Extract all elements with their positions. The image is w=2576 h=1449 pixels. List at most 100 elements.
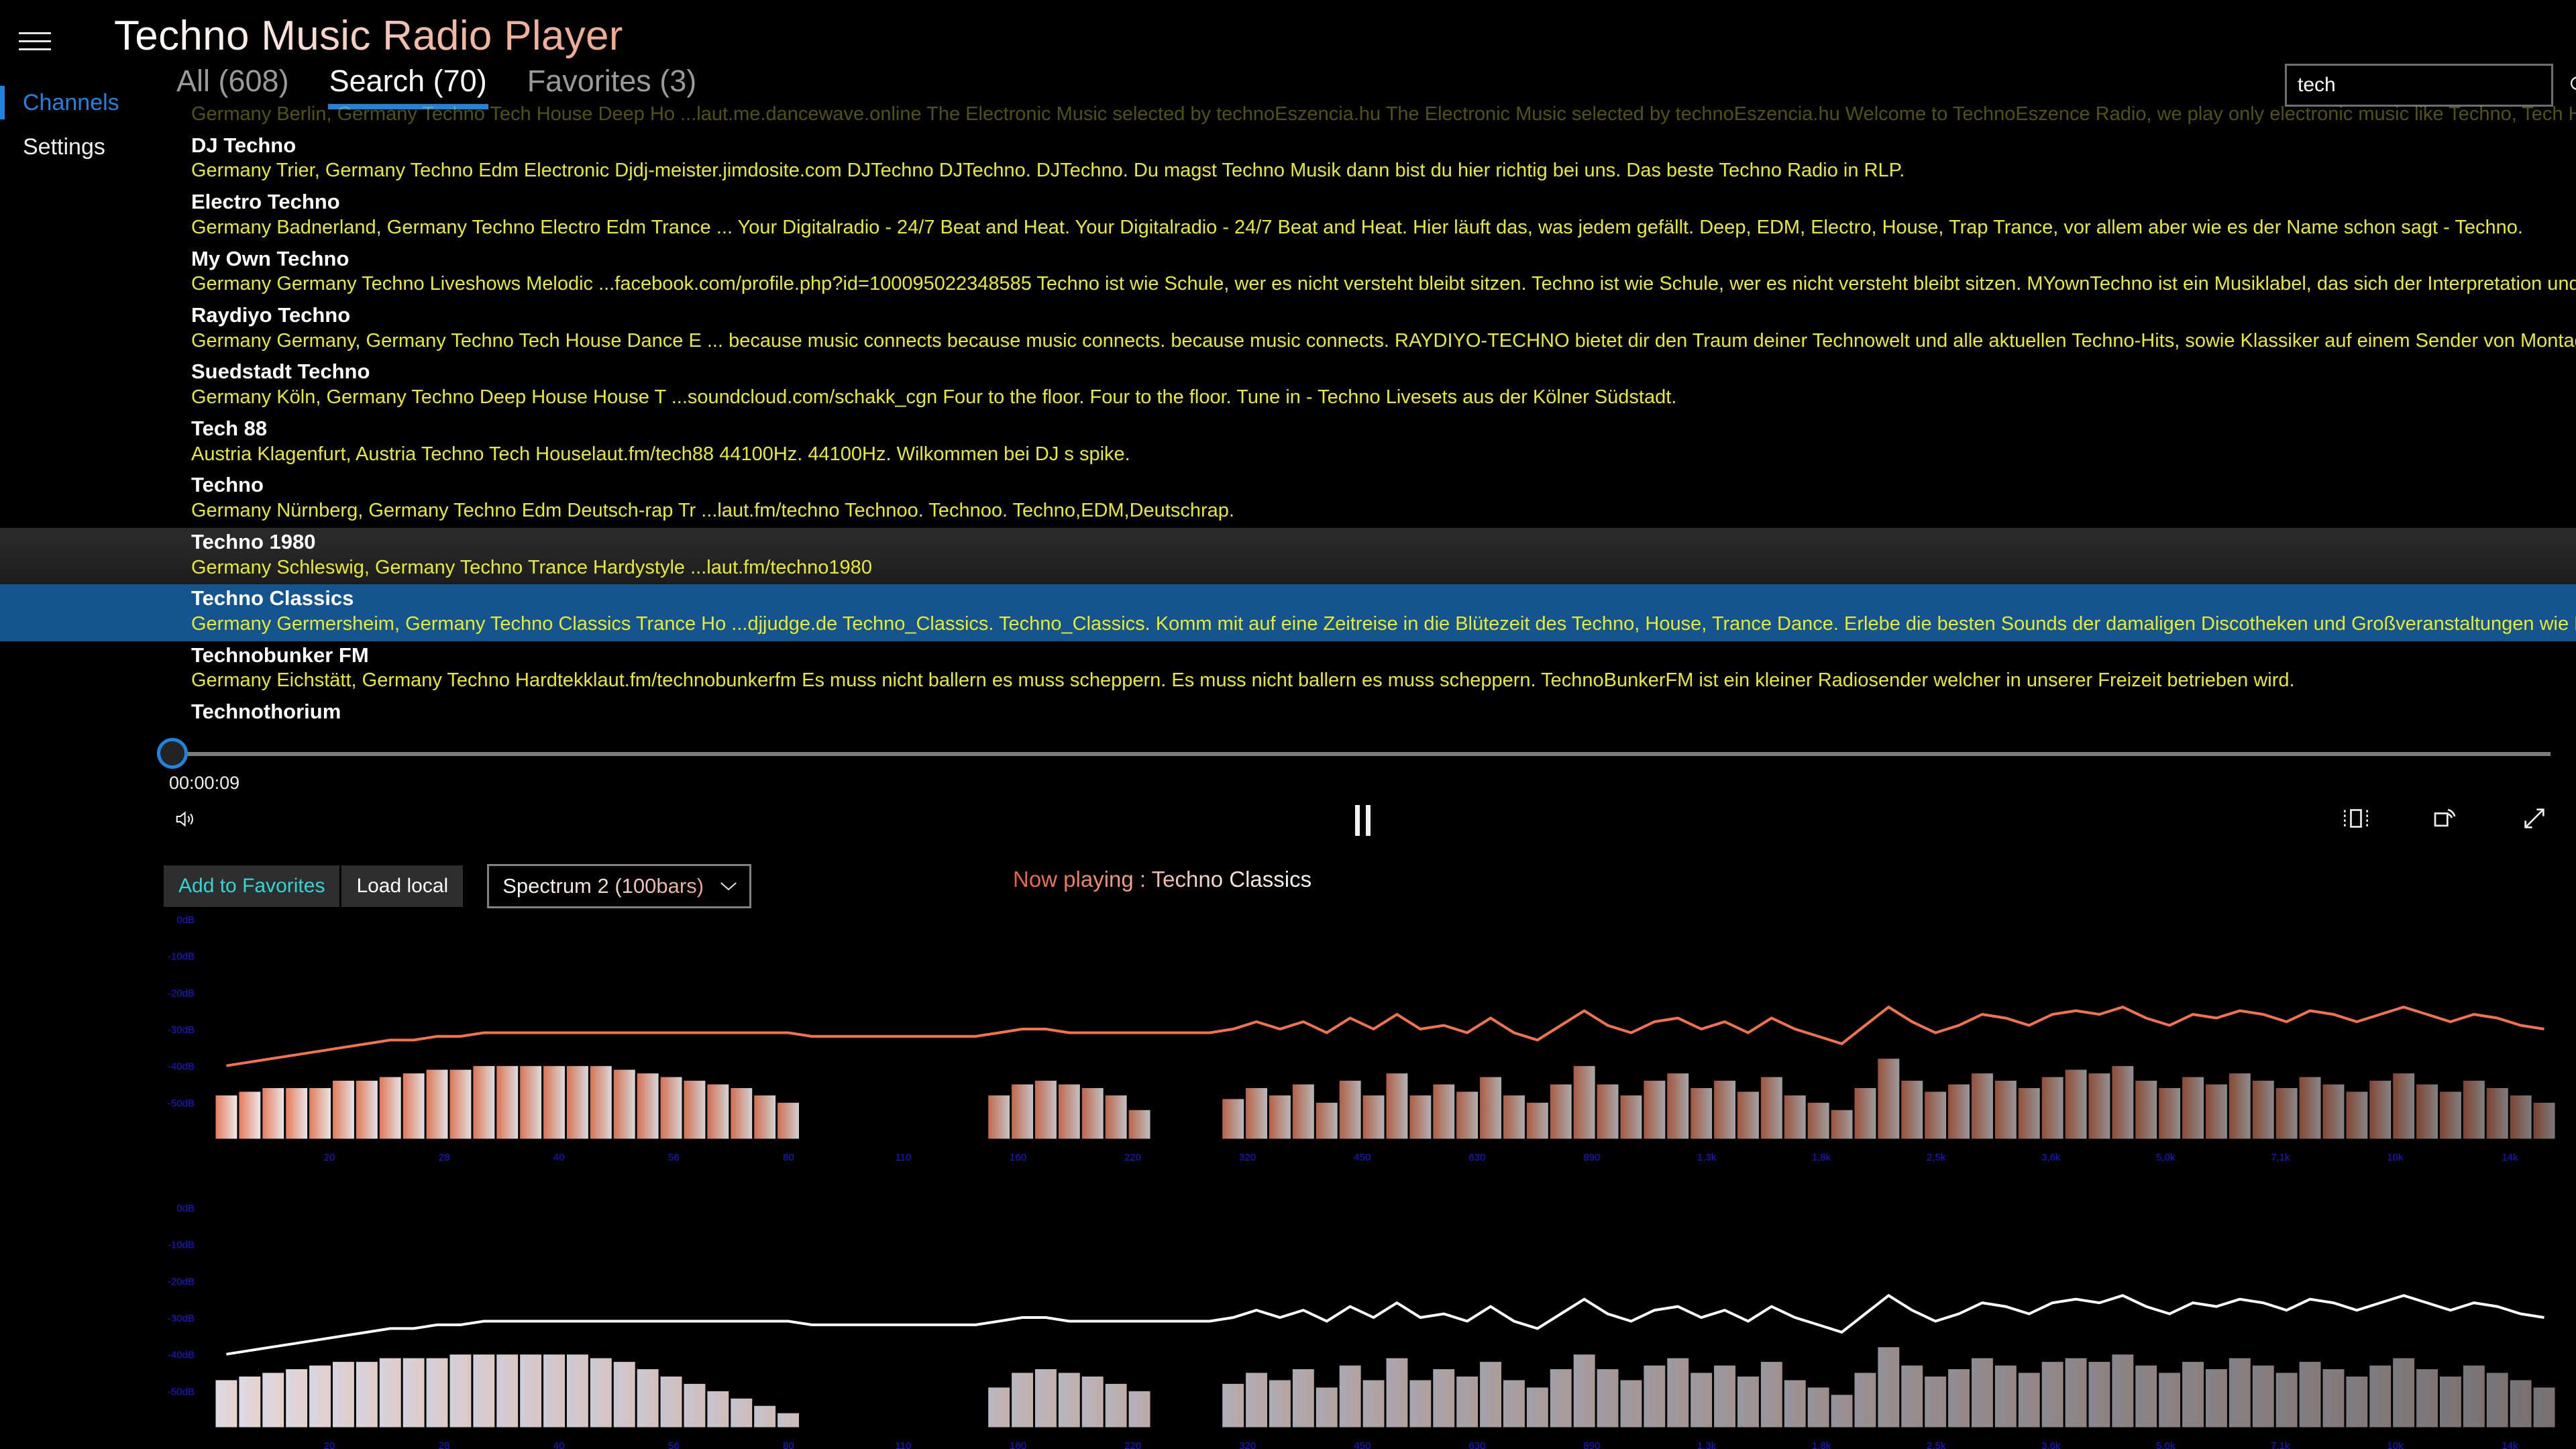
add-to-favorites-button[interactable]: Add to Favorites xyxy=(164,865,340,907)
tab-all[interactable]: All (608) xyxy=(176,64,289,98)
spectrum-bar xyxy=(1643,1080,1666,1140)
y-axis-tick-label: -40dB xyxy=(168,1350,195,1361)
spectrum-mode-select[interactable]: Spectrum 2 (100bars) xyxy=(487,864,752,908)
spectrum-bar xyxy=(1619,1379,1643,1428)
fullscreen-icon[interactable] xyxy=(2520,805,2549,835)
sidebar-item-label: Channels xyxy=(23,89,119,115)
spectrum-bar xyxy=(1081,1087,1104,1140)
spectrum-bar xyxy=(2485,1372,2509,1428)
channel-row[interactable]: Techno Classics Germany Germersheim, Germ… xyxy=(0,584,2576,641)
spectrum-bar xyxy=(402,1357,425,1428)
hamburger-line xyxy=(19,48,51,50)
tab-search[interactable]: Search (70) xyxy=(324,64,492,109)
spectrum-bar xyxy=(2017,1087,2041,1140)
spectrum-bar xyxy=(1900,1364,1924,1428)
volume-icon[interactable] xyxy=(173,806,200,835)
spectrum-bar xyxy=(2182,1361,2205,1428)
spectrum-bar xyxy=(1222,1098,1245,1140)
x-axis-tick-label: 220 xyxy=(1124,1440,1141,1449)
spectrum-bar xyxy=(2228,1357,2251,1428)
tab-favorites[interactable]: Favorites (3) xyxy=(527,64,697,98)
x-axis-tick-label: 80 xyxy=(783,1152,794,1163)
spectrum-bar xyxy=(2416,1083,2439,1140)
spectrum-bar xyxy=(1338,1080,1362,1140)
search-box[interactable] xyxy=(2285,64,2576,107)
channel-row[interactable]: Germany Berlin, Germany Techno Tech Hous… xyxy=(0,101,2576,131)
spectrum-bar xyxy=(1830,1109,1854,1140)
spectrum-bar xyxy=(987,1387,1011,1428)
spectrum-bar xyxy=(1385,1357,1409,1428)
spectrum-bar xyxy=(1409,1379,1432,1428)
channel-row[interactable]: Electro Techno Germany Badnerland, German… xyxy=(0,188,2576,244)
channel-description: Germany Eichstätt, Germany Techno Hardte… xyxy=(191,669,2295,692)
spectrum-bar xyxy=(1034,1368,1057,1428)
x-axis-tick-label: 10k xyxy=(2387,1152,2404,1163)
x-axis-tick-label: 110 xyxy=(896,1440,912,1449)
seek-thumb[interactable] xyxy=(157,738,188,769)
spectrum-bar xyxy=(496,1354,519,1428)
spectrum-bar xyxy=(589,1065,612,1140)
channel-row[interactable]: DJ Techno Germany Trier, Germany Techno E… xyxy=(0,131,2576,188)
channel-description: Germany Trier, Germany Techno Edm Electr… xyxy=(191,160,1905,182)
x-axis-tick-label: 1,3k xyxy=(1697,1440,1717,1449)
spectrum-bar xyxy=(1245,1087,1268,1140)
channel-row[interactable]: Techno 1980 Germany Schleswig, Germany Te… xyxy=(0,527,2576,585)
spectrum-bar xyxy=(2369,1364,2392,1428)
channel-name: Technobunker FM xyxy=(191,643,369,667)
search-icon[interactable] xyxy=(2567,66,2576,105)
spectrum-bar xyxy=(1034,1080,1057,1140)
spectrum-bar xyxy=(2251,1364,2275,1428)
x-axis-tick-label: 7,1k xyxy=(2271,1440,2290,1449)
seek-track[interactable] xyxy=(169,752,2551,756)
channel-row[interactable]: Techno Germany Nürnberg, Germany Techno E… xyxy=(0,471,2576,527)
x-axis-tick-label: 2,5k xyxy=(1927,1152,1946,1163)
x-axis-tick-label: 3,6k xyxy=(2041,1152,2061,1163)
spectrum-bar xyxy=(1877,1346,1900,1428)
channel-row[interactable]: Suedstadt Techno Germany Köln, Germany Te… xyxy=(0,358,2576,414)
spectrum-bar xyxy=(543,1354,566,1428)
spectrum-bar xyxy=(496,1065,519,1140)
action-toolbar: Add to Favorites Load local Spectrum 2 (… xyxy=(164,864,752,908)
spectrum-bar xyxy=(1479,1076,1503,1140)
sidebar-item-settings[interactable]: Settings xyxy=(0,125,154,169)
spectrum-bar xyxy=(730,1087,753,1140)
x-axis-tick-label: 2,5k xyxy=(1927,1440,1946,1449)
hamburger-menu-icon[interactable] xyxy=(19,27,54,55)
spectrum-bar xyxy=(1760,1076,1783,1140)
search-input[interactable] xyxy=(2287,74,2567,97)
channel-row[interactable]: My Own Techno Germany Germany Techno Live… xyxy=(0,245,2576,301)
pause-button[interactable] xyxy=(1355,805,1382,836)
spectrum-chart-lower: 0dB -10dB -20dB -30dB -40dB -50dB 20 28 40 56 80 11… xyxy=(0,1201,2576,1449)
cast-icon[interactable] xyxy=(2430,805,2461,835)
spectrum-bar xyxy=(1924,1091,1947,1140)
channel-description: Germany Köln, Germany Techno Dark Techno… xyxy=(191,725,2576,728)
channel-name: Techno xyxy=(191,473,264,497)
spectrum-bar xyxy=(2111,1065,2135,1140)
spectrum-bar xyxy=(2041,1361,2064,1428)
sidebar-item-channels[interactable]: Channels xyxy=(0,80,154,125)
spectrum-bar xyxy=(1128,1109,1151,1140)
y-axis-tick-label: -30dB xyxy=(168,1313,195,1324)
x-axis-tick-label: 80 xyxy=(783,1440,794,1449)
channel-row[interactable]: Raydiyo Techno Germany Germany, Germany T… xyxy=(0,301,2576,358)
chevron-down-icon xyxy=(718,877,739,895)
spectrum-bar xyxy=(706,1083,730,1140)
hamburger-line xyxy=(19,40,51,42)
spectrum-bar xyxy=(2017,1372,2041,1428)
spectrum-bar xyxy=(2182,1076,2205,1140)
channel-list[interactable]: Germany Berlin, Germany Techno Tech Hous… xyxy=(0,101,2576,728)
channel-description: Germany Köln, Germany Techno Deep House … xyxy=(191,386,1677,409)
load-local-button[interactable]: Load local xyxy=(341,865,464,907)
spectrum-bar xyxy=(2135,1364,2158,1428)
mini-view-icon[interactable] xyxy=(2341,805,2371,835)
spectrum-bar xyxy=(1807,1387,1830,1428)
x-axis-tick-label: 40 xyxy=(553,1152,565,1163)
seek-slider[interactable] xyxy=(157,738,2551,769)
spectrum-bar xyxy=(2088,1073,2111,1140)
spectrum-bar xyxy=(636,1368,659,1428)
channel-row[interactable]: TechnothoriumGermany Köln, Germany Techn… xyxy=(0,698,2576,728)
peak-line xyxy=(226,1005,2544,1067)
spectrum-bar xyxy=(2369,1080,2392,1140)
channel-row[interactable]: Tech 88 Austria Klagenfurt, Austria Techn… xyxy=(0,415,2576,471)
channel-row[interactable]: Technobunker FM Germany Eichstätt, German… xyxy=(0,641,2576,698)
